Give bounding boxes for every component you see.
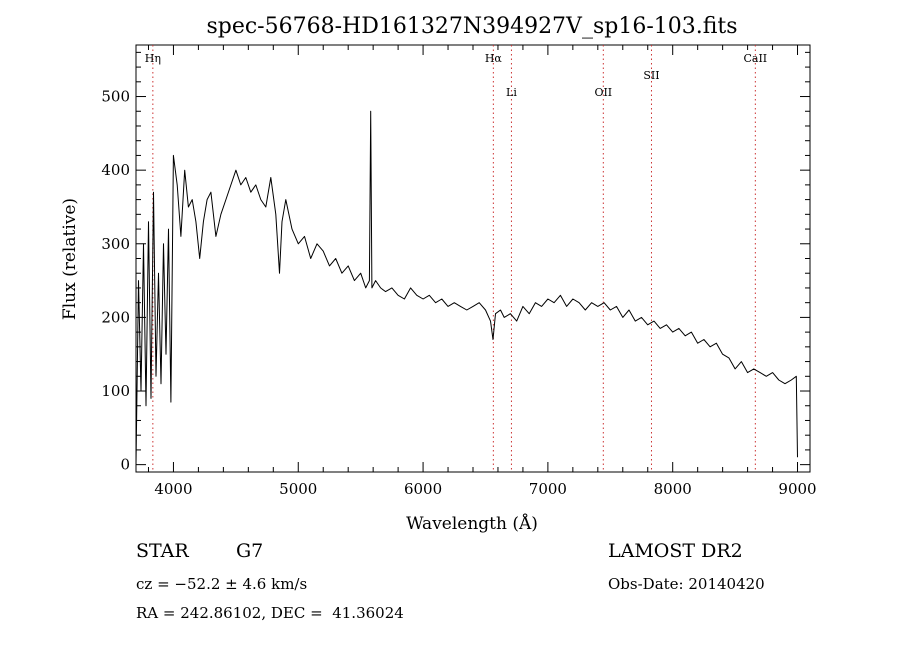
observation-date: Obs-Date: 20140420 — [608, 575, 765, 593]
x-tick-label: 9000 — [778, 480, 816, 498]
spectral-line-label: Hα — [485, 52, 503, 65]
plot-frame — [135, 44, 811, 473]
y-tick-label: 400 — [101, 161, 130, 179]
spectrum-line — [135, 110, 798, 465]
plot-area: 4000 5000 6000 7000 8000 9000 0 100 200 300 400 500… — [101, 44, 817, 498]
spectral-line-label: Hη — [145, 52, 161, 65]
x-tick-label: 7000 — [529, 480, 567, 498]
x-tick-label: 6000 — [404, 480, 442, 498]
y-tick-label: 200 — [101, 308, 130, 326]
spectral-line-label: CaII — [743, 52, 767, 65]
redshift-cz: cz = −52.2 ± 4.6 km/s — [136, 575, 308, 593]
ra-dec-coordinates: RA = 242.86102, DEC = 41.36024 — [136, 604, 404, 622]
spectral-line-label: Li — [506, 86, 517, 99]
object-type: STAR — [136, 540, 189, 562]
x-tick-label: 4000 — [154, 480, 192, 498]
x-tick-label: 5000 — [279, 480, 317, 498]
y-tick-label: 500 — [101, 88, 130, 106]
spectral-class: G7 — [236, 540, 264, 562]
survey-name: LAMOST DR2 — [608, 540, 743, 562]
y-axis-label: Flux (relative) — [60, 198, 80, 320]
spectral-line-label: OII — [594, 86, 612, 99]
x-tick-label: 8000 — [654, 480, 692, 498]
y-tick-label: 100 — [101, 382, 130, 400]
chart-title: spec-56768-HD161327N394927V_sp16-103.fit… — [206, 14, 737, 39]
x-axis-label: Wavelength (Å) — [406, 513, 538, 534]
y-tick-label: 0 — [120, 456, 130, 474]
y-tick-label: 300 — [101, 235, 130, 253]
spectral-line-label: SII — [643, 69, 659, 82]
